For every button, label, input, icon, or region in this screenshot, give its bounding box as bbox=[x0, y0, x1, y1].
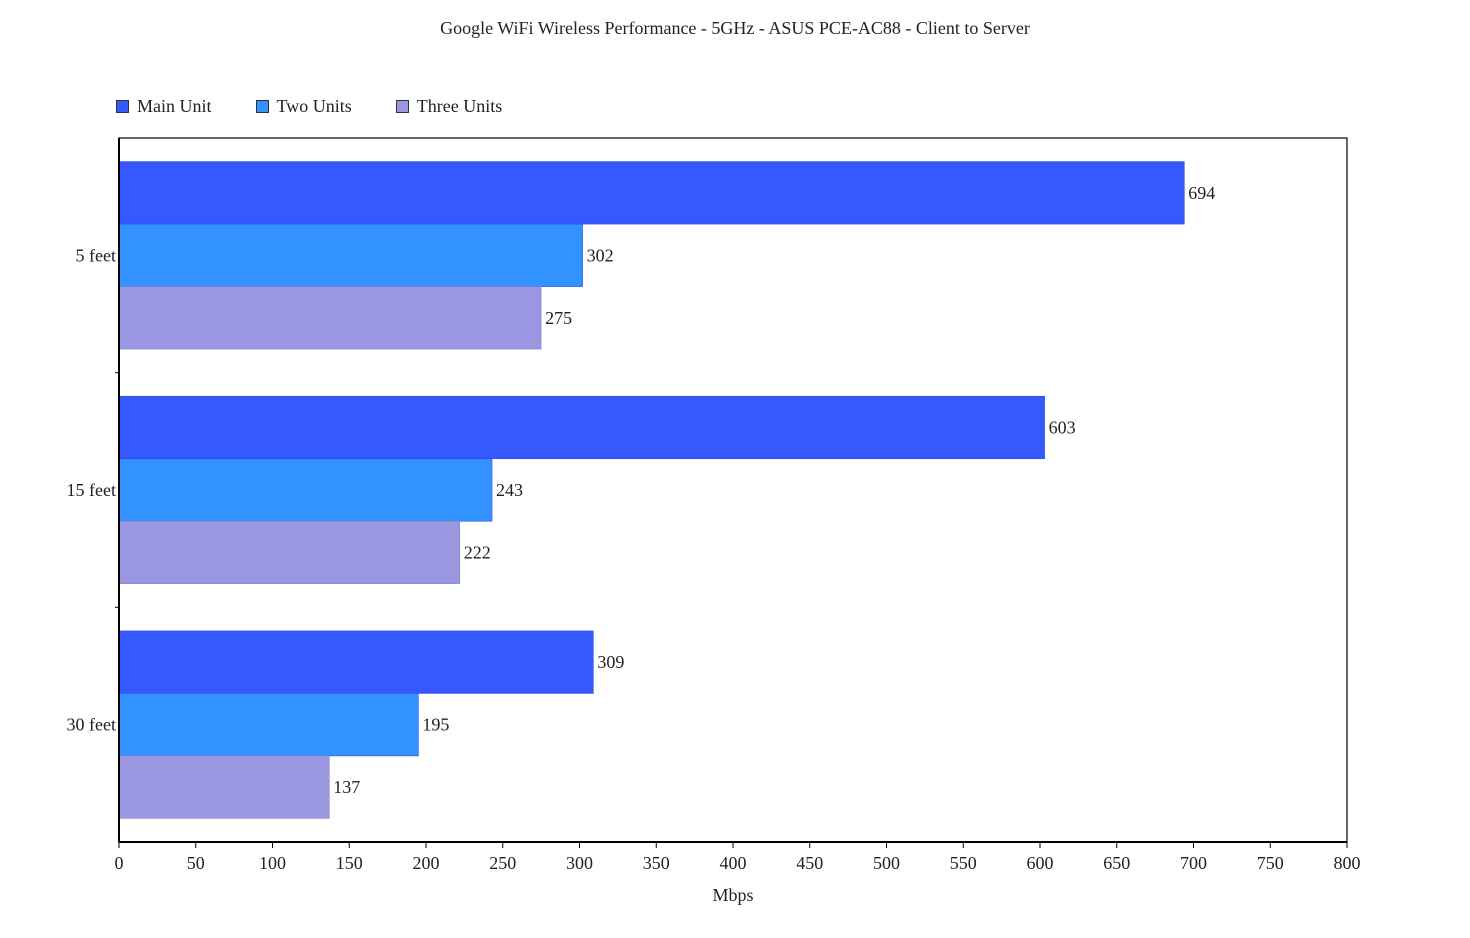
legend-item: Two Units bbox=[255, 96, 352, 117]
x-tick-label: 550 bbox=[950, 853, 977, 873]
x-tick-label: 0 bbox=[115, 853, 124, 873]
bar bbox=[118, 458, 493, 522]
bar bbox=[118, 286, 542, 350]
legend-label: Three Units bbox=[416, 96, 503, 116]
bar bbox=[118, 693, 419, 757]
legend: Main Unit Two Units Three Units bbox=[116, 96, 546, 117]
x-axis-label: Mbps bbox=[712, 885, 753, 905]
y-tick-label: 30 feet bbox=[67, 715, 116, 735]
x-tick-label: 700 bbox=[1180, 853, 1207, 873]
legend-swatch bbox=[395, 100, 409, 113]
legend-label: Main Unit bbox=[137, 96, 212, 116]
bar bbox=[118, 161, 1185, 225]
bar bbox=[118, 520, 461, 585]
data-label: 222 bbox=[464, 543, 491, 563]
chart-title: Google WiFi Wireless Performance - 5GHz … bbox=[440, 18, 1030, 38]
data-label: 243 bbox=[496, 480, 523, 500]
x-tick-label: 500 bbox=[873, 853, 900, 873]
x-tick-label: 100 bbox=[259, 853, 286, 873]
data-label: 302 bbox=[587, 245, 614, 265]
x-tick-label: 650 bbox=[1103, 853, 1130, 873]
x-tick-label: 50 bbox=[187, 853, 205, 873]
legend-swatch bbox=[255, 100, 269, 113]
x-tick-label: 800 bbox=[1334, 853, 1361, 873]
x-tick-label: 450 bbox=[796, 853, 823, 873]
data-label: 603 bbox=[1049, 418, 1076, 438]
x-tick-label: 600 bbox=[1027, 853, 1054, 873]
x-tick-label: 400 bbox=[720, 853, 747, 873]
bar bbox=[118, 223, 583, 287]
data-label: 195 bbox=[422, 715, 449, 735]
data-label: 694 bbox=[1188, 183, 1215, 203]
bar bbox=[118, 630, 594, 694]
x-tick-label: 300 bbox=[566, 853, 593, 873]
data-label: 309 bbox=[597, 652, 624, 672]
bar bbox=[118, 755, 330, 819]
data-label: 275 bbox=[545, 308, 572, 328]
legend-swatch bbox=[116, 100, 129, 113]
x-tick-label: 150 bbox=[336, 853, 363, 873]
legend-label: Two Units bbox=[276, 96, 352, 116]
x-tick-label: 250 bbox=[489, 853, 516, 873]
legend-item: Three Units bbox=[395, 96, 503, 117]
y-tick-label: 15 feet bbox=[67, 480, 116, 500]
data-label: 137 bbox=[333, 777, 360, 797]
x-tick-label: 750 bbox=[1257, 853, 1284, 873]
x-tick-label: 200 bbox=[413, 853, 440, 873]
legend-item: Main Unit bbox=[116, 96, 212, 117]
y-tick-label: 5 feet bbox=[76, 245, 116, 265]
x-tick-label: 350 bbox=[643, 853, 670, 873]
bar bbox=[118, 395, 1045, 460]
